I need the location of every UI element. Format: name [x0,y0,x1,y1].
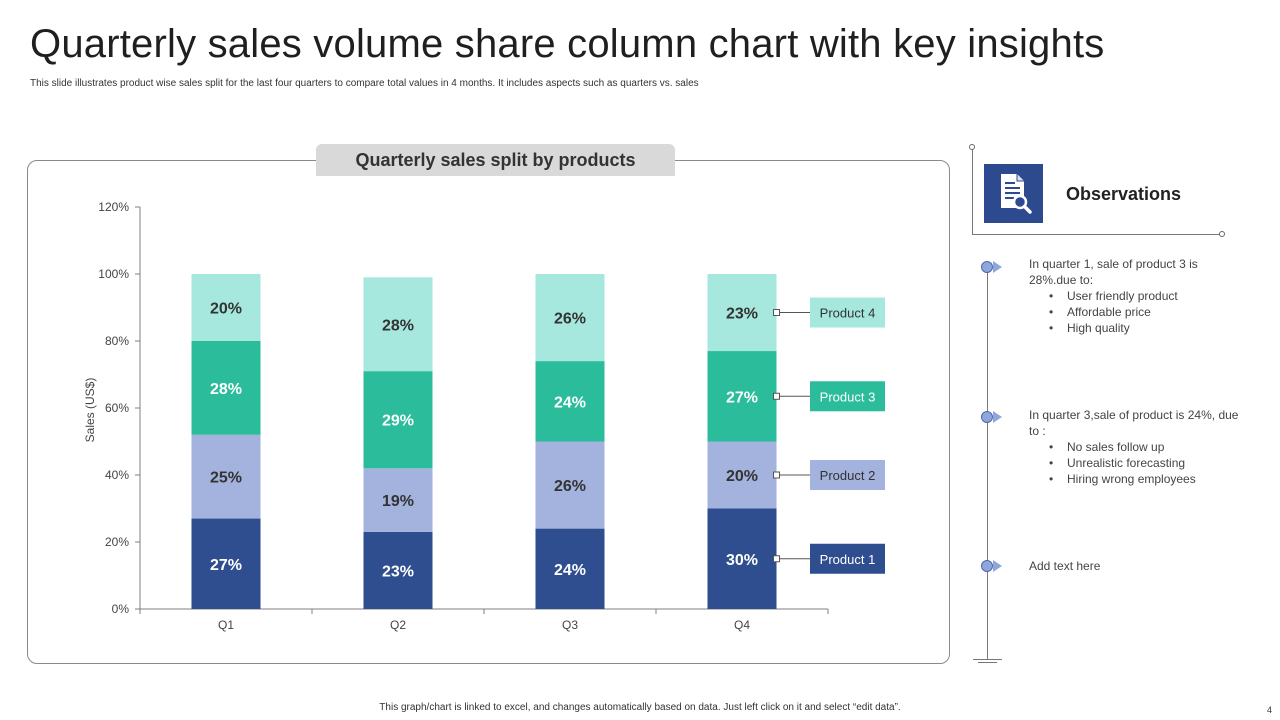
document-search-icon [984,164,1043,223]
observation-2: In quarter 3,sale of product is 24%, due… [1029,407,1244,487]
observation-2-bullet: Hiring wrong employees [1049,471,1244,487]
observation-1-text: In quarter 1, sale of product 3 is 28%.d… [1029,257,1198,287]
timeline-marker-1 [981,260,1005,274]
page-subtitle: This slide illustrates product wise sale… [30,78,699,89]
page-number: 4 [1267,705,1273,715]
timeline-marker-3 [981,559,1005,573]
observation-1: In quarter 1, sale of product 3 is 28%.d… [1029,256,1244,336]
page-title: Quarterly sales volume share column char… [30,22,1105,66]
observation-3-text: Add text here [1029,559,1101,573]
observation-2-bullet: Unrealistic forecasting [1049,455,1244,471]
timeline-marker-2 [981,410,1005,424]
timeline-base [973,659,1002,660]
chart-title: Quarterly sales split by products [316,144,675,176]
observation-1-bullet: Affordable price [1049,304,1244,320]
timeline-line [987,262,988,660]
observation-1-bullet: High quality [1049,320,1244,336]
observation-2-text: In quarter 3,sale of product is 24%, due… [1029,408,1239,438]
observation-3: Add text here [1029,558,1244,574]
observations-title: Observations [1066,184,1182,204]
timeline-base-inner [978,662,997,663]
observations-header-frame [969,144,1225,237]
observation-1-bullet: User friendly product [1049,288,1244,304]
footer-note: This graph/chart is linked to excel, and… [379,702,901,713]
observation-2-bullet: No sales follow up [1049,439,1244,455]
chart-card [27,160,950,664]
